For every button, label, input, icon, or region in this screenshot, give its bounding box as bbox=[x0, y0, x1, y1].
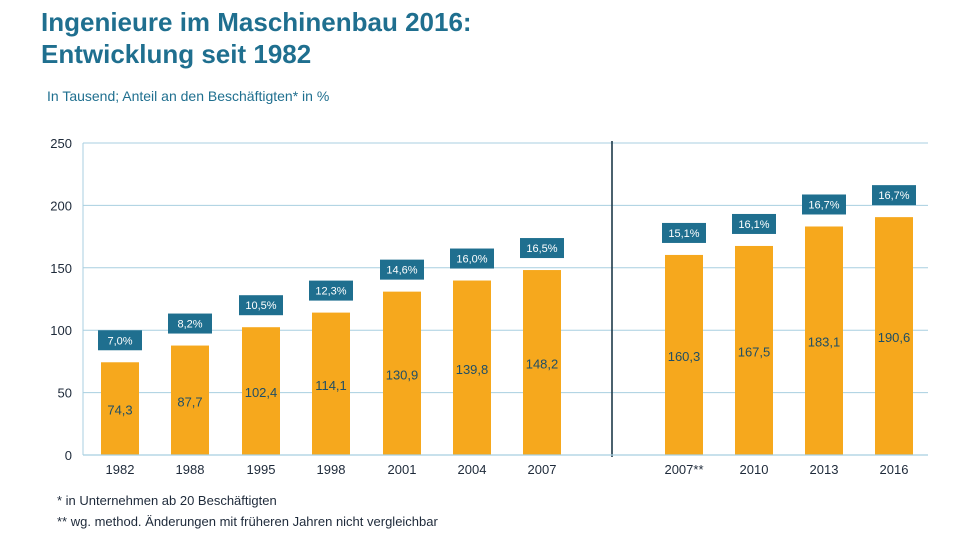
share-label: 8,2% bbox=[177, 319, 202, 331]
x-tick-label: 2004 bbox=[458, 462, 487, 477]
bar-value-label: 74,3 bbox=[107, 403, 132, 418]
bar bbox=[242, 327, 280, 455]
x-tick-label: 2016 bbox=[880, 462, 909, 477]
footnote-1: * in Unternehmen ab 20 Beschäftigten bbox=[57, 493, 277, 508]
share-label: 14,6% bbox=[386, 265, 417, 277]
x-tick-label: 2007 bbox=[528, 462, 557, 477]
share-label: 15,1% bbox=[668, 228, 699, 240]
share-label-box bbox=[450, 248, 494, 269]
bar bbox=[665, 254, 703, 455]
bar bbox=[171, 345, 209, 455]
title-line-1: Ingenieure im Maschinenbau 2016: bbox=[41, 7, 472, 37]
share-label-box bbox=[732, 213, 776, 234]
share-label: 16,5% bbox=[526, 243, 557, 255]
share-label: 16,0% bbox=[456, 254, 487, 266]
share-label: 12,3% bbox=[315, 286, 346, 298]
share-label-box bbox=[380, 259, 424, 280]
share-label: 16,7% bbox=[808, 199, 839, 211]
title-line-2: Entwicklung seit 1982 bbox=[41, 39, 312, 69]
x-tick-label: 1998 bbox=[317, 462, 346, 477]
chart-subtitle: In Tausend; Anteil an den Beschäftigten*… bbox=[47, 88, 330, 104]
x-tick-label: 2007** bbox=[664, 462, 703, 477]
share-label-box bbox=[872, 185, 916, 206]
share-label-box bbox=[239, 295, 283, 316]
footnotes: * in Unternehmen ab 20 Beschäftigten ** … bbox=[57, 490, 438, 532]
bar-value-label: 130,9 bbox=[386, 367, 419, 382]
bar-value-label: 183,1 bbox=[808, 335, 841, 350]
y-tick-label: 200 bbox=[50, 198, 72, 213]
x-tick-label: 1995 bbox=[247, 462, 276, 477]
bar-value-label: 114,1 bbox=[315, 378, 347, 393]
y-tick-label: 250 bbox=[50, 136, 72, 151]
bar-value-label: 167,5 bbox=[738, 344, 771, 359]
share-label-box bbox=[662, 222, 706, 243]
bar-value-label: 102,4 bbox=[245, 385, 278, 400]
y-tick-label: 50 bbox=[58, 386, 72, 401]
bar bbox=[735, 245, 773, 455]
bar bbox=[383, 291, 421, 455]
x-tick-label: 2013 bbox=[810, 462, 839, 477]
bar bbox=[805, 226, 843, 455]
share-label-box bbox=[802, 194, 846, 215]
y-tick-label: 150 bbox=[50, 261, 72, 276]
x-tick-label: 1988 bbox=[176, 462, 205, 477]
share-label-box bbox=[309, 280, 353, 301]
bar bbox=[312, 312, 350, 455]
share-label-box bbox=[98, 330, 142, 351]
bar bbox=[453, 280, 491, 455]
bar bbox=[875, 217, 913, 455]
bar bbox=[101, 362, 139, 455]
y-tick-label: 100 bbox=[50, 323, 72, 338]
share-label: 7,0% bbox=[107, 335, 132, 347]
share-label-box bbox=[520, 238, 564, 259]
x-tick-label: 2001 bbox=[388, 462, 417, 477]
bar-value-label: 148,2 bbox=[526, 357, 559, 372]
bar-value-label: 87,7 bbox=[177, 394, 202, 409]
share-label: 16,7% bbox=[878, 190, 909, 202]
bar-value-label: 139,8 bbox=[456, 362, 489, 377]
bar bbox=[523, 270, 561, 455]
y-tick-label: 0 bbox=[65, 448, 72, 463]
share-label-box bbox=[168, 313, 212, 334]
footnote-2: ** wg. method. Änderungen mit früheren J… bbox=[57, 514, 438, 529]
chart-title: Ingenieure im Maschinenbau 2016: Entwick… bbox=[41, 6, 472, 70]
x-tick-label: 1982 bbox=[106, 462, 135, 477]
bar-value-label: 160,3 bbox=[668, 349, 701, 364]
share-label: 16,1% bbox=[738, 219, 769, 231]
bar-value-label: 190,6 bbox=[878, 330, 911, 345]
x-tick-label: 2010 bbox=[740, 462, 769, 477]
share-label: 10,5% bbox=[245, 300, 276, 312]
